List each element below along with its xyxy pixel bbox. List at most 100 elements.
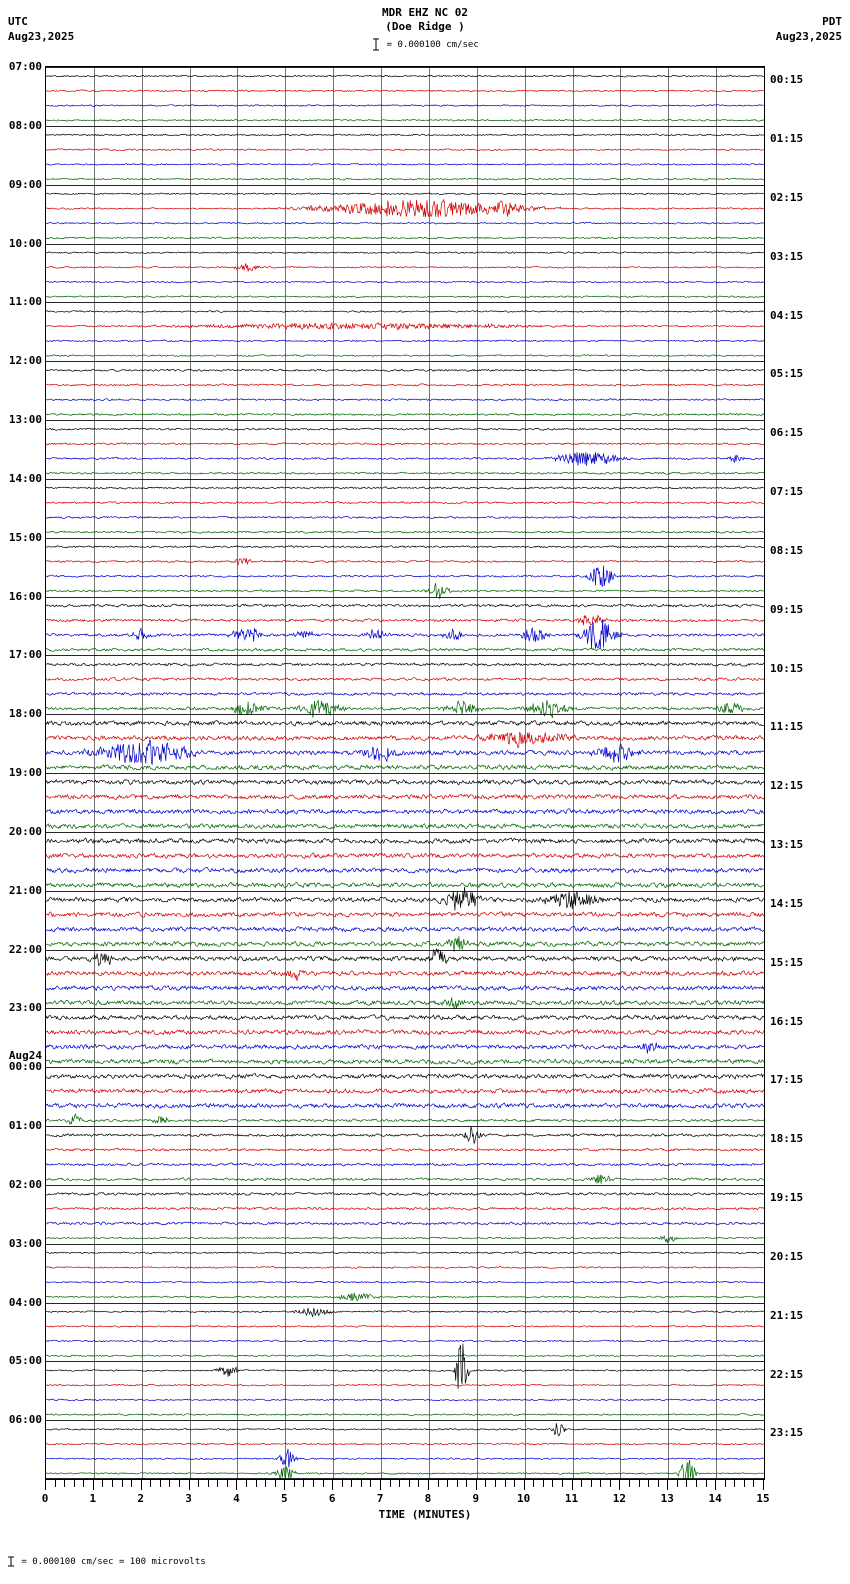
trace-line xyxy=(46,969,764,981)
trace-line xyxy=(46,1113,764,1126)
trace-line xyxy=(46,383,764,387)
hour-separator-22 xyxy=(46,1361,764,1363)
x-tick-label: 3 xyxy=(185,1492,192,1505)
left-time-label: 00:00 xyxy=(8,1060,42,1074)
right-time-label: 05:15 xyxy=(770,367,804,381)
trace-line xyxy=(46,280,764,284)
x-tick-label: 1 xyxy=(89,1492,97,1505)
x-tick-minor xyxy=(322,1480,324,1487)
x-tick-major xyxy=(475,1480,477,1490)
hour-separator-8 xyxy=(46,537,764,539)
x-tick-major xyxy=(667,1480,669,1490)
trace-line xyxy=(46,935,764,952)
trace-line xyxy=(46,1442,764,1446)
trace-line xyxy=(46,1058,764,1065)
x-tick-minor xyxy=(64,1480,66,1487)
x-tick-minor xyxy=(734,1480,736,1487)
station-subtitle: (Doe Ridge ) xyxy=(385,20,465,33)
trace-line xyxy=(46,310,764,313)
x-tick-minor xyxy=(246,1480,248,1487)
right-time-label: 14:15 xyxy=(770,896,804,910)
x-tick-label: 0 xyxy=(41,1492,49,1505)
trace-line xyxy=(46,867,764,874)
right-time-label: 00:15 xyxy=(770,73,804,87)
hour-separator-13 xyxy=(46,831,764,833)
x-tick-minor xyxy=(341,1480,343,1487)
trace-line xyxy=(46,1162,764,1167)
x-tick-minor xyxy=(313,1480,315,1487)
x-tick-label: 4 xyxy=(233,1492,240,1505)
x-axis-title: TIME (MINUTES) xyxy=(378,1508,472,1521)
x-tick-minor xyxy=(753,1480,755,1487)
x-tick-major xyxy=(571,1480,573,1490)
x-tick-major xyxy=(715,1480,717,1490)
hour-separator-23 xyxy=(46,1420,764,1422)
right-time-label: 23:15 xyxy=(770,1426,804,1440)
right-time-label: 18:15 xyxy=(770,1132,804,1146)
x-tick-label: 2 xyxy=(137,1492,145,1505)
left-time-label: 16:00 xyxy=(8,589,42,603)
left-time-label: 15:00 xyxy=(8,530,42,544)
hour-separator-19 xyxy=(46,1184,764,1186)
trace-line xyxy=(46,1383,764,1387)
hour-separator-20 xyxy=(46,1243,764,1245)
left-time-label: 02:00 xyxy=(8,1177,42,1191)
hour-separator-17 xyxy=(46,1067,764,1069)
trace-line xyxy=(46,1266,764,1269)
right-time-label: 02:15 xyxy=(770,190,804,204)
trace-line xyxy=(46,89,764,93)
trace-line xyxy=(46,764,764,771)
trace-line xyxy=(46,515,764,519)
trace-line xyxy=(46,118,764,122)
trace-line xyxy=(46,148,764,152)
x-tick-minor xyxy=(217,1480,219,1487)
x-tick-major xyxy=(763,1480,764,1490)
x-tick-minor xyxy=(73,1480,75,1487)
seismogram-plot xyxy=(45,66,765,1480)
x-tick-label: 12 xyxy=(612,1492,627,1505)
x-tick-label: 6 xyxy=(328,1492,336,1505)
x-tick-minor xyxy=(274,1480,276,1487)
footer-scale: = 0.000100 cm/sec = 100 microvolts xyxy=(6,1556,206,1567)
trace-line xyxy=(46,1234,764,1243)
x-tick-label: 13 xyxy=(660,1492,674,1505)
x-tick-minor xyxy=(418,1480,420,1487)
trace-line xyxy=(46,427,764,431)
trace-line xyxy=(46,1251,764,1255)
x-tick-minor xyxy=(514,1480,516,1487)
trace-line xyxy=(46,565,764,588)
hour-separator-11 xyxy=(46,714,764,716)
x-tick-minor xyxy=(590,1480,592,1487)
left-time-label: 22:00 xyxy=(8,942,42,956)
scale-text: = 0.000100 cm/sec xyxy=(386,40,479,50)
x-tick-major xyxy=(140,1480,142,1490)
trace-line xyxy=(46,1014,764,1021)
trace-line xyxy=(46,1398,764,1402)
x-tick-minor xyxy=(705,1480,707,1487)
trace-line xyxy=(46,501,764,505)
trace-line xyxy=(46,471,764,475)
x-tick-minor xyxy=(600,1480,602,1487)
header-left-timezone: UTC xyxy=(8,15,28,28)
trace-line xyxy=(46,1126,764,1145)
x-tick-minor xyxy=(695,1480,697,1487)
x-tick-minor xyxy=(360,1480,362,1487)
left-time-label: 08:00 xyxy=(8,118,42,132)
trace-line xyxy=(46,163,764,166)
x-tick-major xyxy=(284,1480,286,1490)
station-title: MDR EHZ NC 02 xyxy=(381,6,469,19)
x-tick-label: 15 xyxy=(756,1492,770,1505)
hour-separator-1 xyxy=(46,125,764,127)
trace-line xyxy=(46,451,764,467)
trace-line xyxy=(46,1413,764,1416)
x-tick-minor xyxy=(456,1480,458,1487)
x-tick-major xyxy=(523,1480,525,1490)
x-axis-labels: 0 1 2 3 4 5 6 7 8 9 10 11 12 13 14 15 xyxy=(0,1492,850,1506)
trace-line xyxy=(46,739,764,766)
trace-line xyxy=(46,1292,764,1302)
right-time-label: 12:15 xyxy=(770,779,804,793)
trace-line xyxy=(46,558,764,565)
trace-line xyxy=(46,1325,764,1328)
footer-scale-text: = 0.000100 cm/sec = 100 microvolts xyxy=(21,1557,206,1567)
hour-separator-6 xyxy=(46,420,764,421)
